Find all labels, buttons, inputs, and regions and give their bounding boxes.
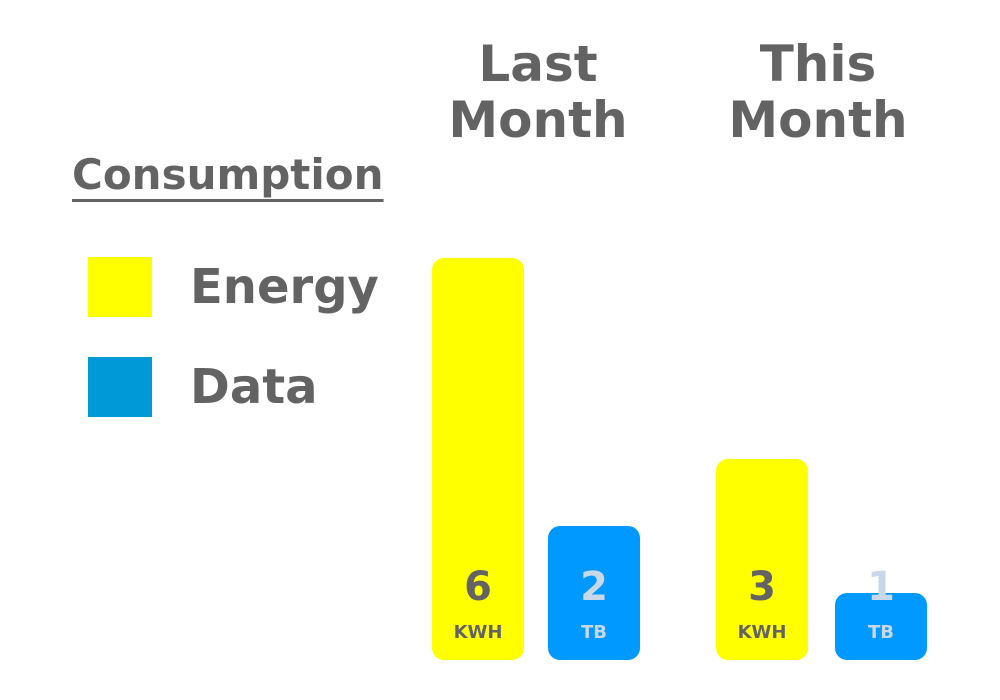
bar-value-energy-this-month: 3: [748, 564, 776, 610]
legend-swatch-energy: [88, 257, 152, 317]
bar-energy-this-month: [716, 459, 808, 660]
bar-energy-last-month: [432, 258, 524, 660]
bar-data-this-month: [835, 593, 927, 660]
bar-value-energy-last-month: 6: [464, 564, 492, 610]
bar-unit-data-last-month: TB: [581, 622, 607, 643]
bar-value-data-this-month: 1: [867, 564, 895, 610]
category-label-last-month: Last Month: [448, 35, 628, 149]
legend-label-energy: Energy: [190, 259, 379, 315]
bar-value-data-last-month: 2: [580, 564, 608, 610]
category-label-this-month: This Month: [728, 35, 908, 149]
bar-data-last-month: [548, 526, 640, 660]
legend-swatch-data: [88, 357, 152, 417]
bar-unit-energy-this-month: KWH: [738, 622, 787, 643]
bar-unit-data-this-month: TB: [868, 622, 894, 643]
bar-unit-energy-last-month: KWH: [454, 622, 503, 643]
legend-label-data: Data: [190, 359, 318, 415]
legend-item-energy: Energy: [88, 256, 379, 318]
legend-item-data: Data: [88, 356, 318, 418]
chart-title: Consumption: [72, 150, 384, 199]
